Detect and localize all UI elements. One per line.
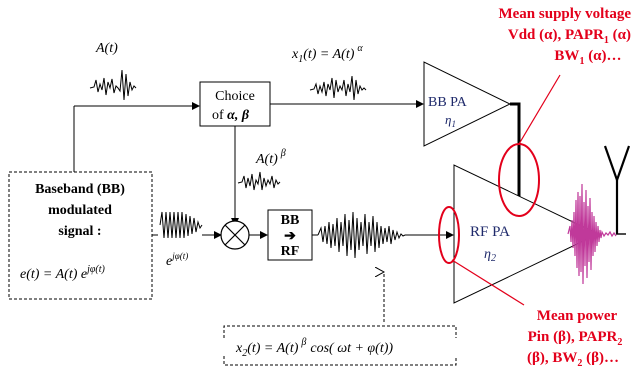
signal-x1-label: x1(t) = A(t) α bbox=[291, 43, 363, 65]
rf-modulated-waveform bbox=[317, 211, 406, 259]
bb-pa-eta: η1 bbox=[445, 112, 456, 129]
power-annotation-line1: Mean power bbox=[537, 308, 618, 324]
carrier-waveform bbox=[159, 211, 203, 239]
bb-rf-bottom: RF bbox=[281, 244, 300, 259]
carrier-label: ejφ(t) bbox=[166, 251, 188, 269]
bb-pa-amplifier bbox=[423, 61, 512, 147]
baseband-title-line2: modulated bbox=[48, 203, 112, 218]
x2-bracket bbox=[223, 325, 457, 338]
mixer-symbol bbox=[220, 220, 250, 250]
bb-pa-label: BB PA bbox=[428, 95, 468, 110]
amplitude-waveform-beta bbox=[237, 171, 281, 191]
rf-pa-eta: η2 bbox=[484, 247, 496, 264]
supply-pointer bbox=[518, 74, 561, 145]
signal-x2-label: x2(t) = A(t) β cos( ωt + φ(t)) bbox=[235, 337, 393, 359]
supply-connection bbox=[510, 102, 523, 207]
choice-line1: Choice bbox=[215, 89, 255, 104]
supply-annotation-line2: Vdd (α), PAPR1 (α) bbox=[508, 27, 631, 46]
baseband-box bbox=[8, 171, 153, 300]
amplitude-waveform-x1 bbox=[309, 75, 367, 101]
bb-rf-arrow: ➔ bbox=[284, 229, 296, 244]
rf-pa-amplifier bbox=[453, 164, 600, 304]
antenna-icon bbox=[603, 145, 631, 234]
output-rf-signal bbox=[567, 183, 617, 285]
power-annotation-line2: Pin (β), PAPR2 bbox=[528, 329, 623, 348]
rf-pa-label: RF PA bbox=[470, 224, 510, 240]
choice-line2: of α, β bbox=[212, 108, 250, 123]
signal-a-beta-label: A(t) β bbox=[255, 148, 286, 167]
baseband-title-line3: signal : bbox=[58, 224, 101, 239]
power-pointer bbox=[451, 259, 525, 306]
supply-annotation-line1: Mean supply voltage bbox=[498, 6, 631, 22]
baseband-formula: e(t) = A(t) ejφ(t) bbox=[20, 264, 106, 282]
amplitude-waveform-1 bbox=[89, 69, 137, 101]
bb-rf-top: BB bbox=[281, 213, 300, 228]
baseband-title-line1: Baseband (BB) bbox=[35, 182, 125, 197]
input-highlight-ellipse bbox=[438, 206, 460, 264]
supply-annotation-line3: BW1 (α)… bbox=[554, 48, 621, 67]
power-annotation-line3: (β), BW2 (β)… bbox=[527, 350, 619, 369]
signal-a-label: A(t) bbox=[95, 41, 118, 56]
